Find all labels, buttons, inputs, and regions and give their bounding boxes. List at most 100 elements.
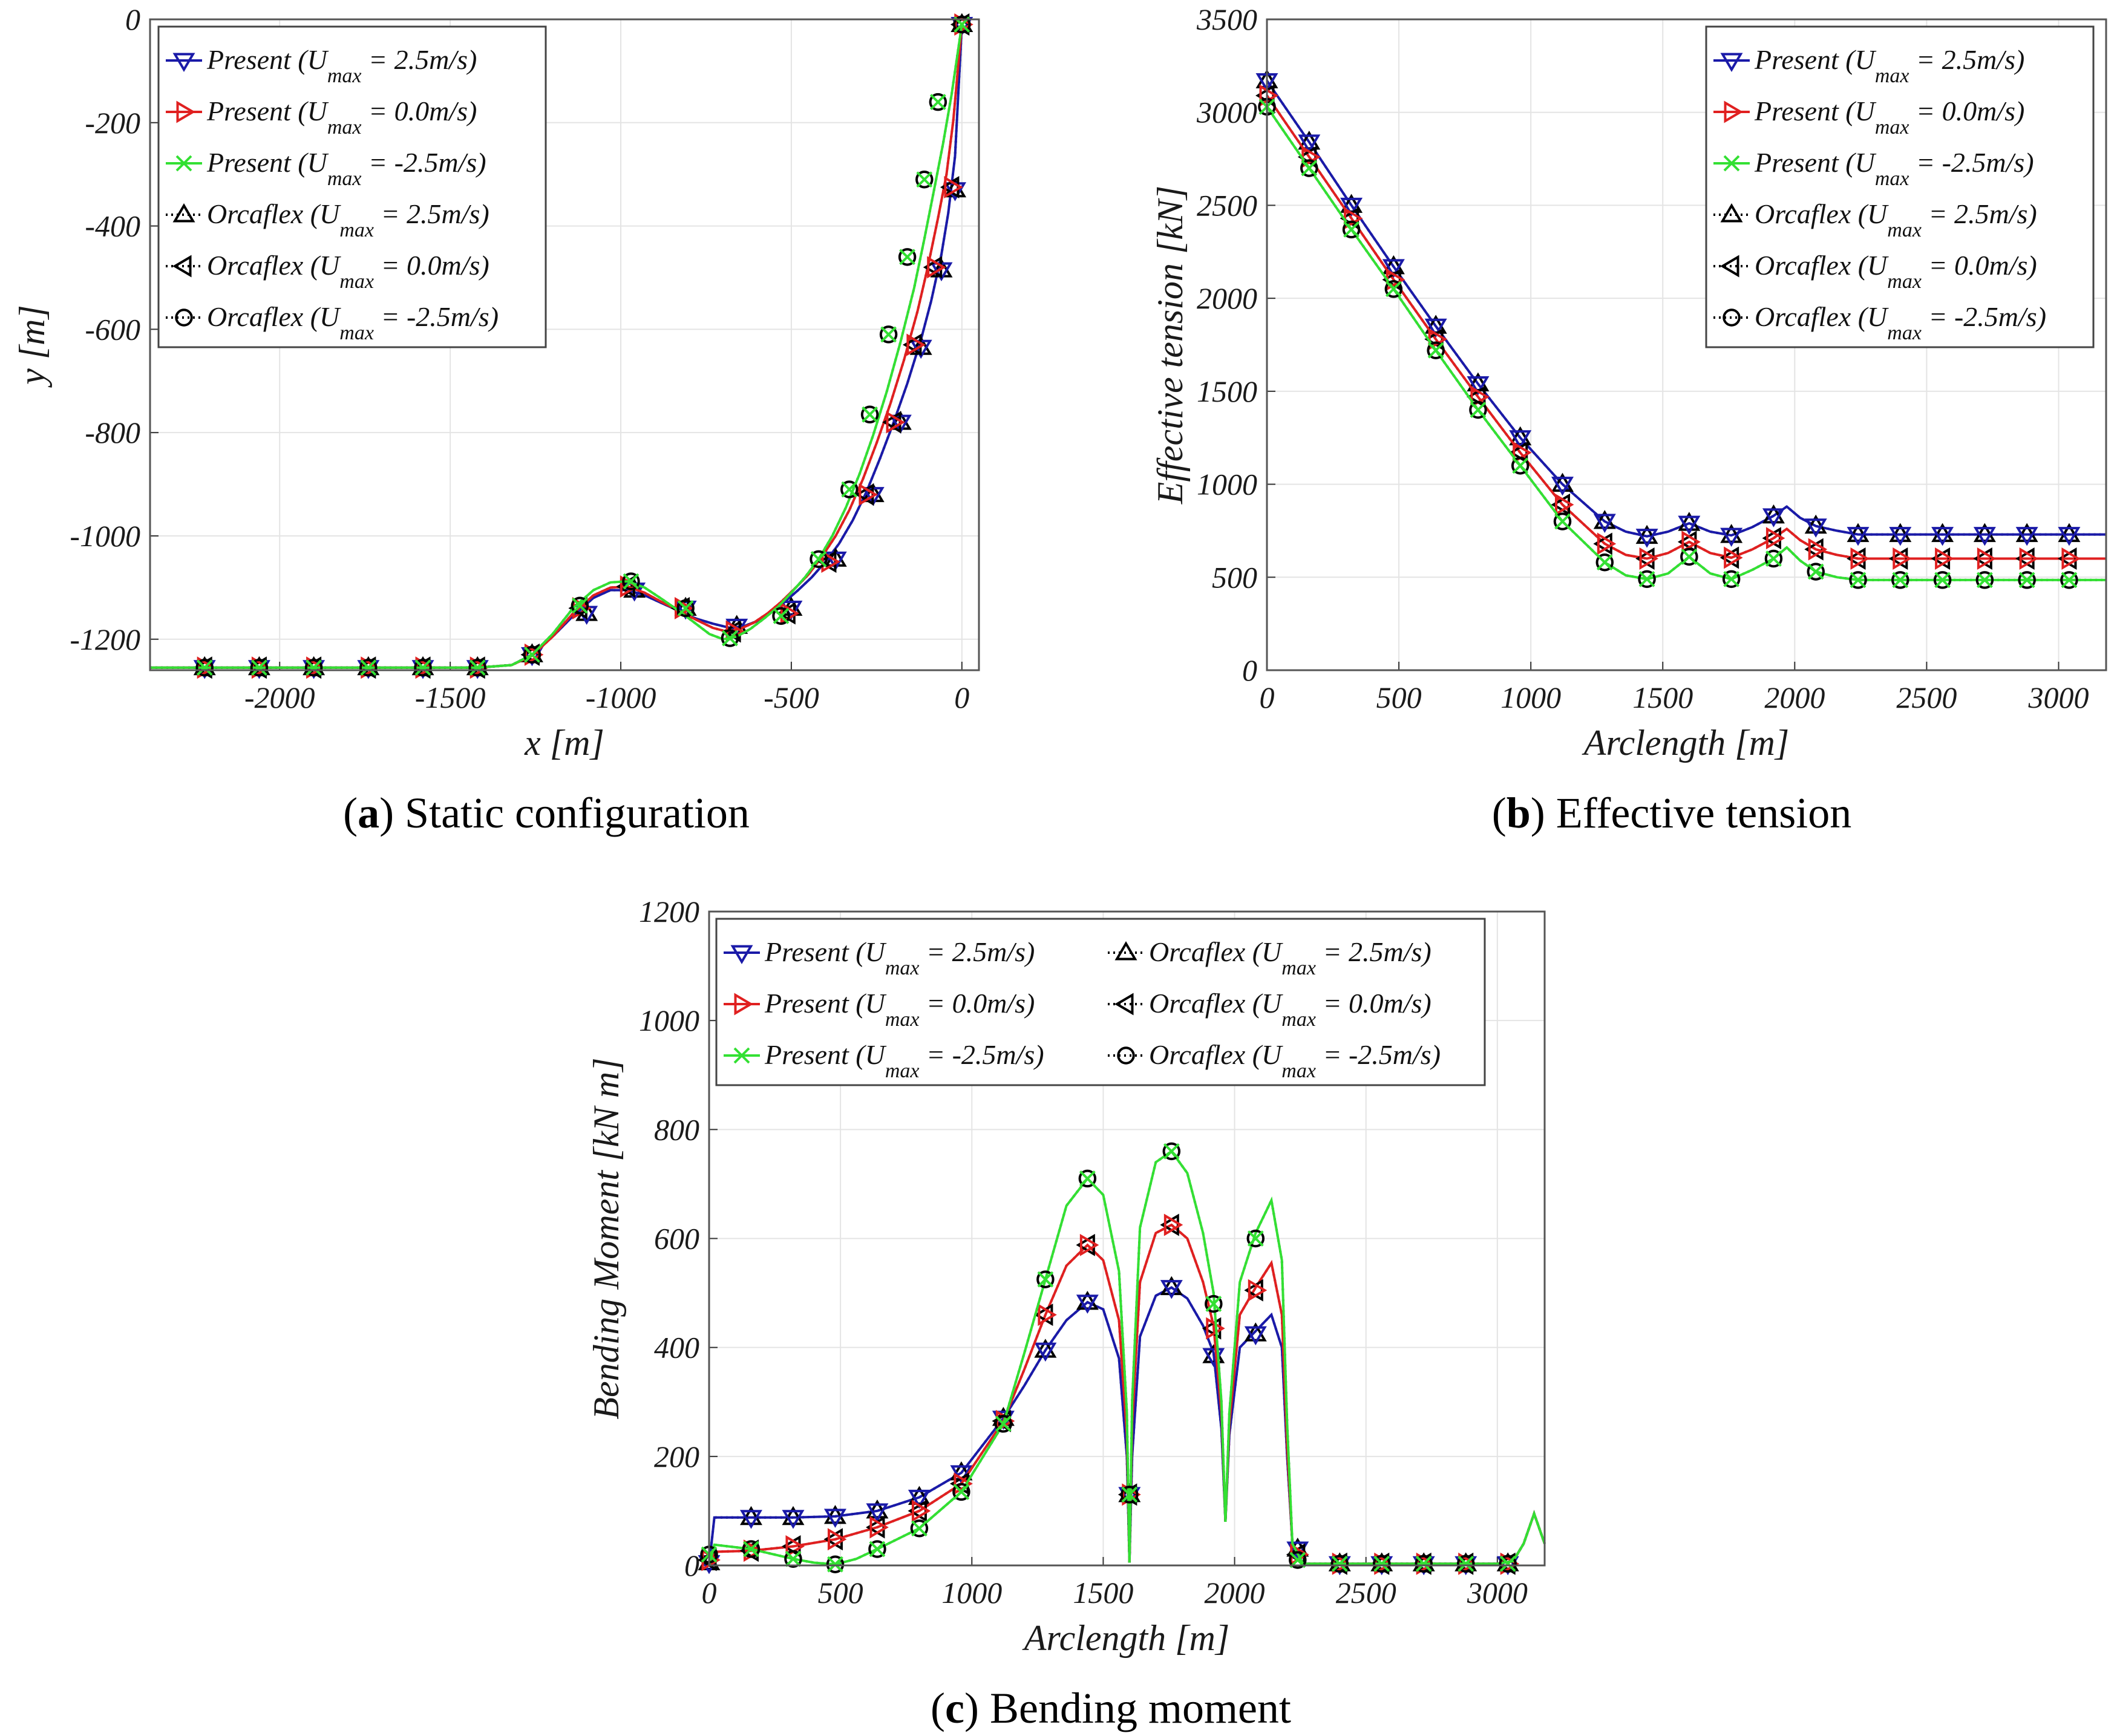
- legend-label-name: Orcaflex (: [207, 301, 321, 332]
- panel-caption: (b) Effective tension: [1492, 789, 1852, 837]
- legend-label-sub: max: [327, 168, 362, 190]
- legend-label-sub: max: [1875, 65, 1909, 87]
- y-tick-label: 500: [1212, 560, 1257, 594]
- legend-marker: [1720, 53, 1743, 72]
- orcaflex-marker: [2015, 547, 2035, 570]
- orcaflex-marker: [1804, 514, 1827, 534]
- x-axis-label: Arclength [m]: [1582, 723, 1789, 763]
- orcaflex-marker: [1593, 510, 1616, 529]
- orcaflex-marker: [1300, 159, 1318, 177]
- orcaflex-marker: [1496, 1552, 1516, 1575]
- orcaflex-marker: [676, 599, 695, 618]
- present-marker: [1765, 550, 1782, 567]
- orcaflex-marker: [1289, 1551, 1307, 1569]
- panel-caption: (a) Static configuration: [343, 789, 750, 837]
- present-marker: [1892, 572, 1909, 589]
- present-marker: [1639, 547, 1659, 570]
- legend-box: [157, 25, 547, 348]
- orcaflex-marker: [823, 1528, 843, 1551]
- present-marker: [1935, 547, 1954, 570]
- present-marker: [1847, 527, 1870, 546]
- orcaflex-marker: [304, 658, 323, 677]
- present-marker: [2061, 572, 2078, 589]
- present-marker: [1298, 134, 1321, 154]
- y-tick-label: 2500: [1197, 188, 1257, 222]
- legend-label-name: Orcaflex (: [1149, 988, 1263, 1019]
- y-tick-label: 2000: [1197, 281, 1257, 315]
- orcaflex-marker: [2018, 571, 2036, 589]
- present-marker: [1509, 430, 1532, 449]
- legend-label-name: Orcaflex (: [207, 198, 321, 229]
- present-line: [1266, 94, 2106, 560]
- y-tick-label: -200: [85, 106, 140, 140]
- x-tick-label: 1000: [1500, 680, 1561, 714]
- y-tick-label: 3000: [1196, 96, 1257, 129]
- legend-marker: [172, 53, 195, 72]
- orcaflex-marker: [1719, 546, 1739, 569]
- present-marker: [1340, 197, 1363, 217]
- caption-text: ) Effective tension: [1531, 789, 1851, 837]
- present-marker: [841, 481, 858, 498]
- present-marker: [1076, 1294, 1099, 1314]
- present-marker: [469, 659, 486, 676]
- orcaflex-marker: [868, 1540, 886, 1558]
- orcaflex-marker: [1973, 547, 1992, 570]
- x-tick-label: 500: [818, 1576, 863, 1610]
- orcaflex-marker: [1034, 1339, 1057, 1358]
- x-tick-label: 2500: [1336, 1576, 1396, 1610]
- orcaflex-marker: [1635, 524, 1658, 544]
- orcaflex-marker: [910, 1519, 929, 1538]
- present-marker: [1079, 1170, 1096, 1187]
- present-marker: [785, 1550, 802, 1567]
- orcaflex-marker: [879, 325, 898, 344]
- orcaflex-marker: [250, 658, 269, 677]
- orcaflex-marker: [1076, 1290, 1099, 1310]
- legend-label-rest: = -2.5m/s): [1316, 1039, 1441, 1070]
- present-marker: [1343, 221, 1360, 238]
- orcaflex-marker: [1975, 571, 1994, 589]
- orcaflex-marker: [923, 256, 943, 279]
- x-tick-label: 1500: [1632, 680, 1693, 714]
- legend-label: Orcaflex (Umax = -2.5m/s): [1149, 1039, 1441, 1082]
- orcaflex-marker: [908, 1486, 931, 1505]
- present-marker: [1415, 1555, 1432, 1572]
- present-marker: [827, 1528, 847, 1551]
- legend-label-u: U: [307, 44, 329, 75]
- y-tick-label: 0: [125, 2, 140, 36]
- orcaflex-marker: [1162, 1142, 1181, 1161]
- legend-label-u: U: [1867, 198, 1889, 229]
- orcaflex-marker: [1722, 570, 1741, 589]
- y-tick-label: 1200: [639, 895, 699, 928]
- orcaflex-marker: [1160, 1276, 1183, 1296]
- legend-marker: [175, 155, 192, 172]
- present-marker: [911, 1499, 931, 1522]
- orcaflex-marker: [1244, 1322, 1267, 1342]
- present-marker: [1244, 1326, 1267, 1346]
- orcaflex-marker: [1593, 532, 1612, 555]
- legend-label-name: Present (: [206, 147, 309, 178]
- orcaflex-marker: [1415, 1555, 1433, 1573]
- orcaflex-marker: [902, 333, 922, 356]
- present-marker: [1205, 1296, 1222, 1313]
- axes-frame: [149, 18, 980, 671]
- legend-marker: [175, 308, 193, 327]
- x-tick-label: 2000: [1205, 1576, 1265, 1610]
- present-marker: [1889, 527, 1912, 546]
- x-tick-label: 0: [954, 680, 969, 714]
- y-tick-label: -1000: [70, 519, 140, 553]
- legend-label-rest: = 0.0m/s): [362, 96, 477, 126]
- series-3: [700, 1142, 1546, 1573]
- present-marker: [1121, 1486, 1138, 1503]
- legend-label-sub: max: [885, 957, 920, 979]
- legend-label: Present (Umax = 0.0m/s): [1754, 96, 2024, 139]
- orcaflex-marker: [1509, 426, 1532, 446]
- present-marker: [360, 659, 377, 676]
- y-axis-label: Effective tension [kN]: [1150, 186, 1190, 505]
- orcaflex-marker: [782, 1506, 805, 1526]
- orcaflex-marker: [1551, 493, 1571, 516]
- orcaflex-marker: [1762, 527, 1781, 550]
- caption-text: ) Bending moment: [964, 1684, 1291, 1732]
- legend-label-u: U: [1261, 988, 1283, 1019]
- series-1: [1255, 69, 2106, 548]
- present-marker: [1247, 1230, 1264, 1247]
